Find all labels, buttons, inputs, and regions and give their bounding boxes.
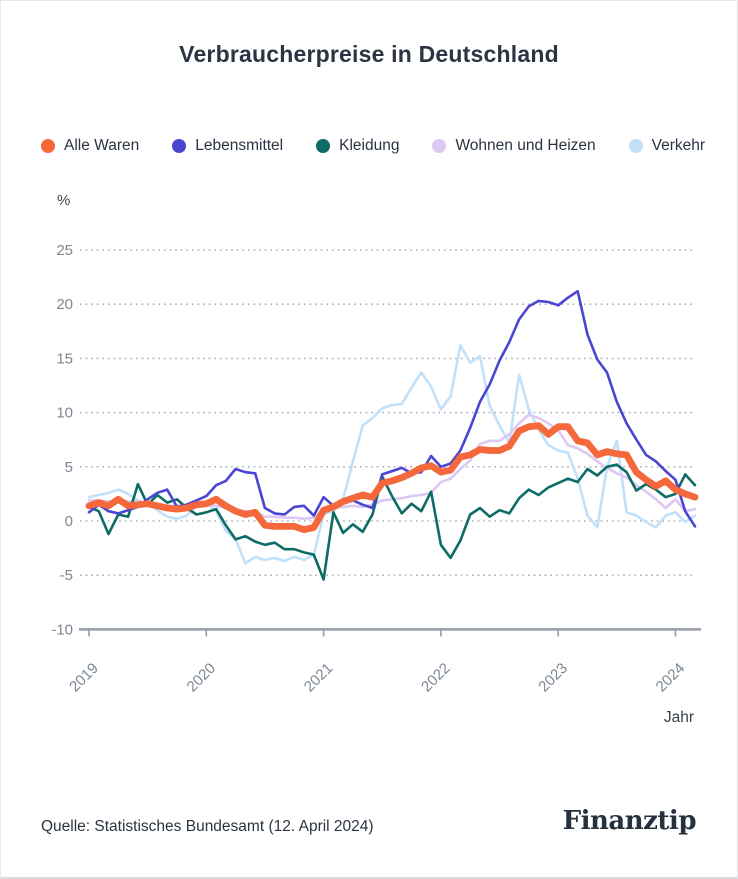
brand-logo: Finanztip <box>562 806 697 836</box>
x-tick-label: 2020 <box>183 660 219 696</box>
legend-label: Lebensmittel <box>195 137 284 154</box>
y-tick-label: 15 <box>56 350 73 367</box>
y-axis-unit-label: % <box>57 192 71 209</box>
legend-dot-verkehr <box>628 139 643 153</box>
y-tick-label: 25 <box>56 242 73 259</box>
x-tick-label: 2019 <box>66 660 102 696</box>
source-caption: Quelle: Statistisches Bundesamt (12. Apr… <box>41 818 374 835</box>
page-title: Verbraucherpreise in Deutschland <box>179 41 559 67</box>
legend-label: Verkehr <box>651 137 706 154</box>
series-line-alle-waren <box>85 422 699 534</box>
legend: Alle Waren Lebensmittel Kleidung Wohnen und… <box>41 137 705 155</box>
legend-dot-alle-waren <box>41 139 55 153</box>
x-tick-label: 2022 <box>418 660 454 696</box>
legend-item-lebensmittel: Lebensmittel <box>172 137 283 155</box>
legend-item-kleidung: Kleidung <box>316 137 399 155</box>
legend-item-wohnen-und-heizen: Wohnen und Heizen <box>432 137 596 155</box>
legend-item-alle-waren: Alle Waren <box>41 137 139 155</box>
legend-label: Kleidung <box>339 137 400 154</box>
x-tick-label: 2024 <box>653 660 689 696</box>
legend-label: Alle Waren <box>64 137 140 154</box>
y-tick-label: 20 <box>56 296 73 313</box>
y-tick-label: 5 <box>65 459 73 476</box>
x-tick-label: 2023 <box>535 660 571 696</box>
series-line-lebensmittel <box>87 289 697 528</box>
legend-dot-wohnen-und-heizen <box>432 139 447 153</box>
y-tick-label: -5 <box>60 567 73 584</box>
legend-label: Wohnen und Heizen <box>455 137 596 154</box>
series-line-verkehr <box>87 344 697 565</box>
y-tick-label: 0 <box>65 513 73 530</box>
y-tick-label: 10 <box>56 405 73 422</box>
x-tick-label: 2021 <box>301 660 337 696</box>
legend-dot-kleidung <box>316 139 331 153</box>
legend-dot-lebensmittel <box>172 139 187 153</box>
legend-item-verkehr: Verkehr <box>628 137 706 155</box>
y-tick-label: -10 <box>51 621 73 638</box>
x-axis-title: Jahr <box>663 709 694 726</box>
